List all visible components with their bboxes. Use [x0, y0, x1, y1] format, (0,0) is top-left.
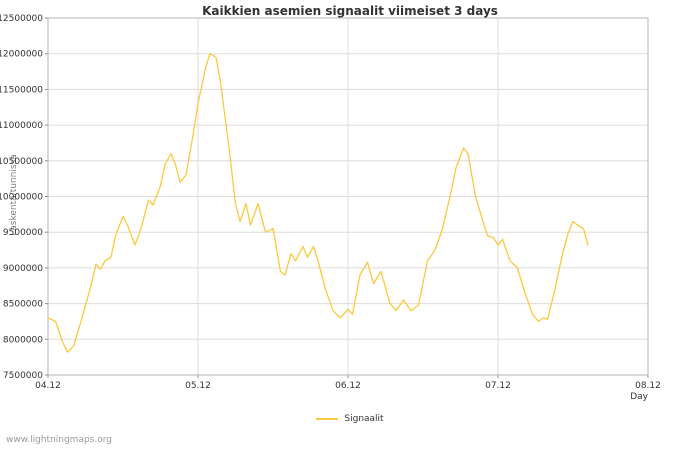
y-tick-label: 12500000 — [0, 14, 43, 24]
y-tick-label: 11500000 — [0, 85, 43, 95]
x-tick-label: 06.12 — [335, 381, 361, 391]
y-tick-label: 7500000 — [3, 371, 43, 381]
x-tick-label: 04.12 — [35, 381, 61, 391]
x-axis-label: Day — [630, 392, 648, 402]
y-tick-label: 12000000 — [0, 50, 43, 60]
legend-line-swatch — [316, 417, 339, 420]
legend-series-label: Signaalit — [344, 414, 384, 424]
y-tick-label: 8500000 — [3, 300, 43, 310]
x-tick-label: 08.12 — [635, 381, 661, 391]
y-tick-label: 9000000 — [3, 264, 43, 274]
legend: Signaalit — [0, 414, 700, 424]
y-tick-label: 10500000 — [0, 157, 43, 167]
series-line-signaalit — [47, 53, 589, 353]
chart-title: Kaikkien asemien signaalit viimeiset 3 d… — [202, 4, 498, 18]
plot-border — [47, 17, 649, 376]
x-tick-label: 07.12 — [485, 381, 511, 391]
y-tick-label: 11000000 — [0, 121, 43, 131]
y-tick-label: 10000000 — [0, 193, 43, 203]
y-tick-label: 8000000 — [3, 335, 43, 345]
y-tick-label: 9500000 — [3, 228, 43, 238]
x-tick-label: 05.12 — [185, 381, 211, 391]
watermark-link[interactable]: www.lightningmaps.org — [6, 435, 112, 445]
